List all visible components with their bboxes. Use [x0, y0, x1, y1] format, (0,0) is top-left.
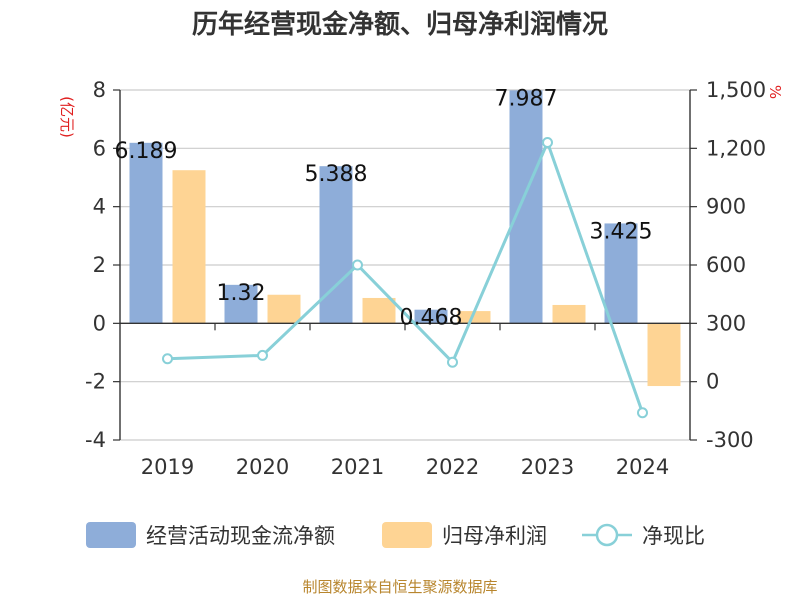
cashflow-data-label: 5.388 — [305, 162, 368, 187]
cashflow-bar — [604, 223, 638, 324]
cashflow-bar — [224, 284, 258, 324]
x-tick-label: 2024 — [616, 455, 669, 479]
left-tick-label: 0 — [93, 311, 106, 335]
cashflow-data-label: 3.425 — [590, 219, 653, 244]
ratio-line — [162, 137, 648, 419]
left-tick-label: 6 — [93, 136, 106, 160]
cashflow-data-label: 1.32 — [217, 281, 266, 306]
legend-swatch-0 — [86, 522, 136, 548]
ratio-point — [352, 259, 363, 271]
right-tick-label: 1,200 — [706, 136, 766, 160]
chart-title: 历年经营现金净额、归母净利润情况 — [192, 9, 608, 40]
x-tick-label: 2023 — [521, 455, 574, 479]
right-tick-label: -300 — [706, 428, 754, 452]
right-tick-label: 1,500 — [706, 78, 766, 102]
left-tick-label: -4 — [85, 428, 106, 452]
ratio-point — [447, 356, 458, 368]
ratio-point — [542, 137, 553, 148]
cashflow-data-label: 7.987 — [495, 86, 558, 111]
legend: 经营活动现金流净额 归母净利润 净现比 — [86, 522, 705, 548]
cashflow-bar — [129, 142, 163, 324]
x-tick-label: 2020 — [236, 455, 289, 479]
right-tick-label: 600 — [706, 253, 746, 277]
legend-marker-2 — [595, 523, 619, 547]
net-profit-bar — [172, 170, 206, 324]
x-tick-label: 2021 — [331, 455, 384, 479]
cashflow-bar — [414, 309, 448, 324]
legend-label-2: 净现比 — [642, 524, 705, 548]
cashflow-data-label: 6.189 — [115, 139, 178, 164]
x-tick-label: 2022 — [426, 455, 479, 479]
right-tick-label: 300 — [706, 311, 746, 335]
legend-label-0: 经营活动现金流净额 — [146, 524, 335, 548]
legend-label-1: 归母净利润 — [442, 524, 547, 548]
ratio-line-path — [167, 138, 644, 414]
right-tick-label: 0 — [706, 370, 719, 394]
net-profit-bar — [552, 304, 586, 324]
net-profit-bar — [362, 297, 396, 324]
right-tick-label: 900 — [706, 195, 746, 219]
cashflow-bar — [319, 166, 353, 324]
ratio-point — [637, 407, 648, 419]
ratio-point — [257, 349, 268, 361]
source-note: 制图数据来自恒生聚源数据库 — [302, 578, 497, 596]
net-profit-bar — [267, 294, 301, 324]
left-tick-label: 2 — [93, 253, 106, 277]
cashflow-bar — [509, 90, 543, 324]
cashflow-data-label: 0.468 — [400, 306, 463, 331]
axes: 8 6 4 2 0 -2 -4 1,500 1,200 900 600 300 0 -300 2019 202… — [85, 78, 766, 479]
x-tick-label: 2019 — [141, 455, 194, 479]
ratio-point — [162, 353, 173, 365]
legend-swatch-1 — [382, 522, 432, 548]
data-labels: 6.189 1.32 5.388 0.468 7.987 3.425 — [115, 86, 653, 330]
left-tick-label: -2 — [85, 370, 106, 394]
left-tick-label: 8 — [93, 78, 106, 102]
net-profit-bar — [647, 323, 681, 387]
net-profit-bar — [457, 311, 491, 324]
left-tick-label: 4 — [93, 195, 106, 219]
right-axis-unit: % — [766, 85, 784, 99]
left-axis-unit: (亿元) — [58, 96, 76, 138]
